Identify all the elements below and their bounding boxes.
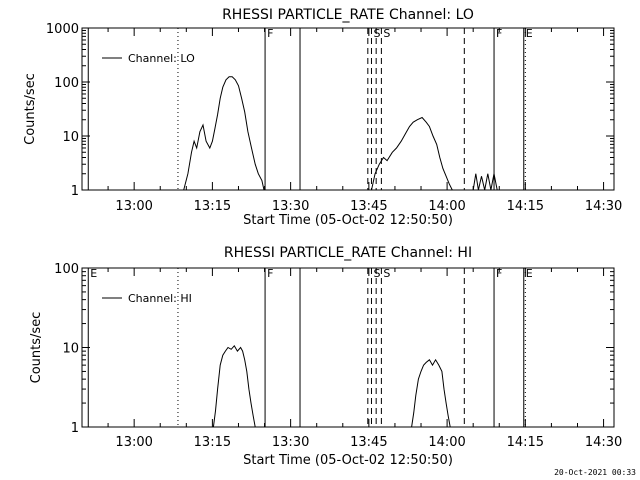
x-tick-label: 14:30 xyxy=(585,435,622,450)
chart-title: RHESSI PARTICLE_RATE Channel: HI xyxy=(224,245,472,261)
legend-label: Channel: LO xyxy=(128,52,195,65)
y-axis-label: Counts/sec xyxy=(23,73,38,145)
x-tick-label: 14:15 xyxy=(507,435,544,450)
series-line xyxy=(212,344,256,428)
y-tick-label: 10 xyxy=(62,342,79,357)
event-marker-label: F xyxy=(496,27,502,40)
x-axis-label: Start Time (05-Oct-02 12:50:50) xyxy=(243,453,453,468)
y-tick-label: 10 xyxy=(62,130,79,145)
legend-label: Channel: HI xyxy=(128,292,192,305)
event-marker-label: E xyxy=(526,27,533,40)
series-line xyxy=(411,358,451,428)
x-tick-label: 13:30 xyxy=(272,199,309,214)
series-line xyxy=(183,76,265,191)
chart-lo-channel: RHESSI PARTICLE_RATE Channel: LO 1 10 100 10… xyxy=(23,7,622,228)
event-marker-label: S xyxy=(383,27,390,40)
y-tick-label: 100 xyxy=(54,262,79,277)
x-tick-label: 13:00 xyxy=(115,199,152,214)
plot-frame xyxy=(81,27,615,191)
x-tick-label: 13:30 xyxy=(272,435,309,450)
x-tick-label: 14:15 xyxy=(507,199,544,214)
event-marker-label: F xyxy=(267,27,273,40)
x-tick-label: 14:30 xyxy=(585,199,622,214)
event-marker-label: F xyxy=(267,267,273,280)
series-line xyxy=(472,173,501,191)
series-line xyxy=(371,116,453,191)
event-marker-label: S xyxy=(373,267,380,280)
timestamp: 20-Oct-2021 00:33 xyxy=(554,468,636,477)
x-tick-label: 13:15 xyxy=(194,435,231,450)
event-marker-label: F xyxy=(496,267,502,280)
y-tick-label: 1 xyxy=(71,421,79,436)
x-axis-label: Start Time (05-Oct-02 12:50:50) xyxy=(243,213,453,228)
chart-hi-channel: RHESSI PARTICLE_RATE Channel: HI 1 10 100 13… xyxy=(29,245,622,468)
event-marker-label: S xyxy=(373,27,380,40)
event-marker-label: E xyxy=(526,267,533,280)
y-tick-label: 1 xyxy=(71,184,79,199)
chart-title: RHESSI PARTICLE_RATE Channel: LO xyxy=(222,7,474,23)
event-marker-label: S xyxy=(383,267,390,280)
x-tick-label: 13:15 xyxy=(194,199,231,214)
x-tick-label: 13:45 xyxy=(350,435,387,450)
y-tick-label: 1000 xyxy=(46,22,79,37)
y-tick-label: 100 xyxy=(54,76,79,91)
event-marker-label: E xyxy=(90,267,97,280)
y-axis-label: Counts/sec xyxy=(29,312,44,384)
x-tick-label: 13:45 xyxy=(350,199,387,214)
x-tick-label: 14:00 xyxy=(428,199,465,214)
x-tick-label: 14:00 xyxy=(428,435,465,450)
x-tick-label: 13:00 xyxy=(115,435,152,450)
